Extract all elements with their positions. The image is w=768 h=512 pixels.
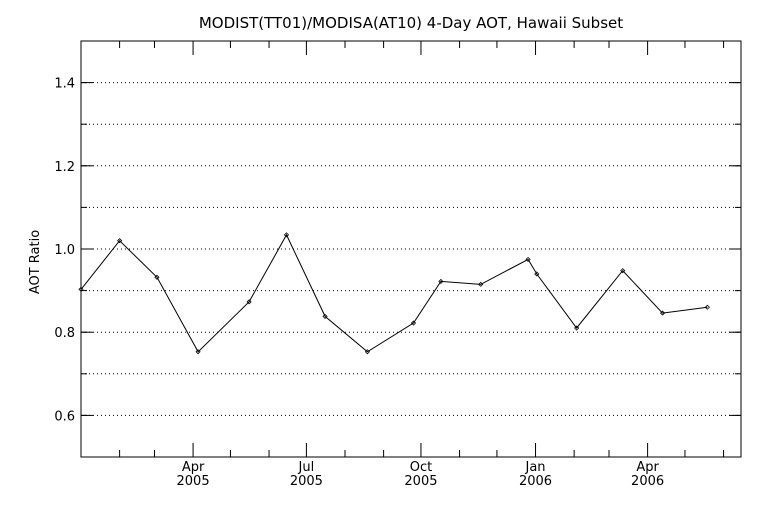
data-point	[154, 274, 160, 280]
data-point	[704, 304, 710, 310]
y-tick-label: 1.4	[54, 77, 75, 92]
grid-lines	[81, 82, 741, 416]
data-point	[195, 349, 201, 355]
data-point	[117, 238, 123, 244]
data-point	[574, 325, 580, 331]
x-tick-label: Apr	[636, 460, 659, 475]
x-tick-sublabel: 2006	[631, 474, 664, 489]
data-point	[364, 349, 370, 355]
data-point	[438, 278, 444, 285]
plot-frame	[80, 40, 742, 458]
x-tick-label: Jan	[525, 460, 546, 475]
chart-title: MODIST(TT01)/MODISA(AT10) 4-Day AOT, Haw…	[199, 14, 623, 32]
axis-ticks	[81, 41, 741, 457]
data-point	[246, 299, 252, 305]
x-tick-sublabel: 2005	[290, 474, 323, 489]
data-point	[659, 310, 666, 316]
data-point	[534, 271, 540, 277]
data-point	[322, 313, 328, 319]
data-point	[283, 232, 290, 238]
tick-labels: 0.60.81.01.21.4Apr2005Jul2005Oct2005Jan2…	[54, 77, 664, 489]
data-point	[478, 281, 484, 287]
data-point	[410, 320, 417, 326]
x-tick-label: Apr	[182, 460, 205, 475]
data-point	[525, 256, 531, 262]
data-point	[620, 268, 626, 274]
x-tick-sublabel: 2005	[177, 474, 210, 489]
x-tick-label: Oct	[410, 460, 432, 475]
y-axis-label: AOT Ratio	[28, 230, 43, 294]
y-tick-label: 0.8	[54, 326, 75, 341]
x-tick-label: Jul	[298, 460, 315, 475]
x-tick-sublabel: 2006	[519, 474, 552, 489]
x-tick-sublabel: 2005	[404, 474, 437, 489]
y-tick-label: 1.0	[54, 243, 75, 258]
y-tick-label: 0.6	[54, 409, 75, 424]
series-line	[80, 233, 708, 353]
series-layer	[78, 232, 710, 355]
y-tick-label: 1.2	[54, 160, 75, 175]
